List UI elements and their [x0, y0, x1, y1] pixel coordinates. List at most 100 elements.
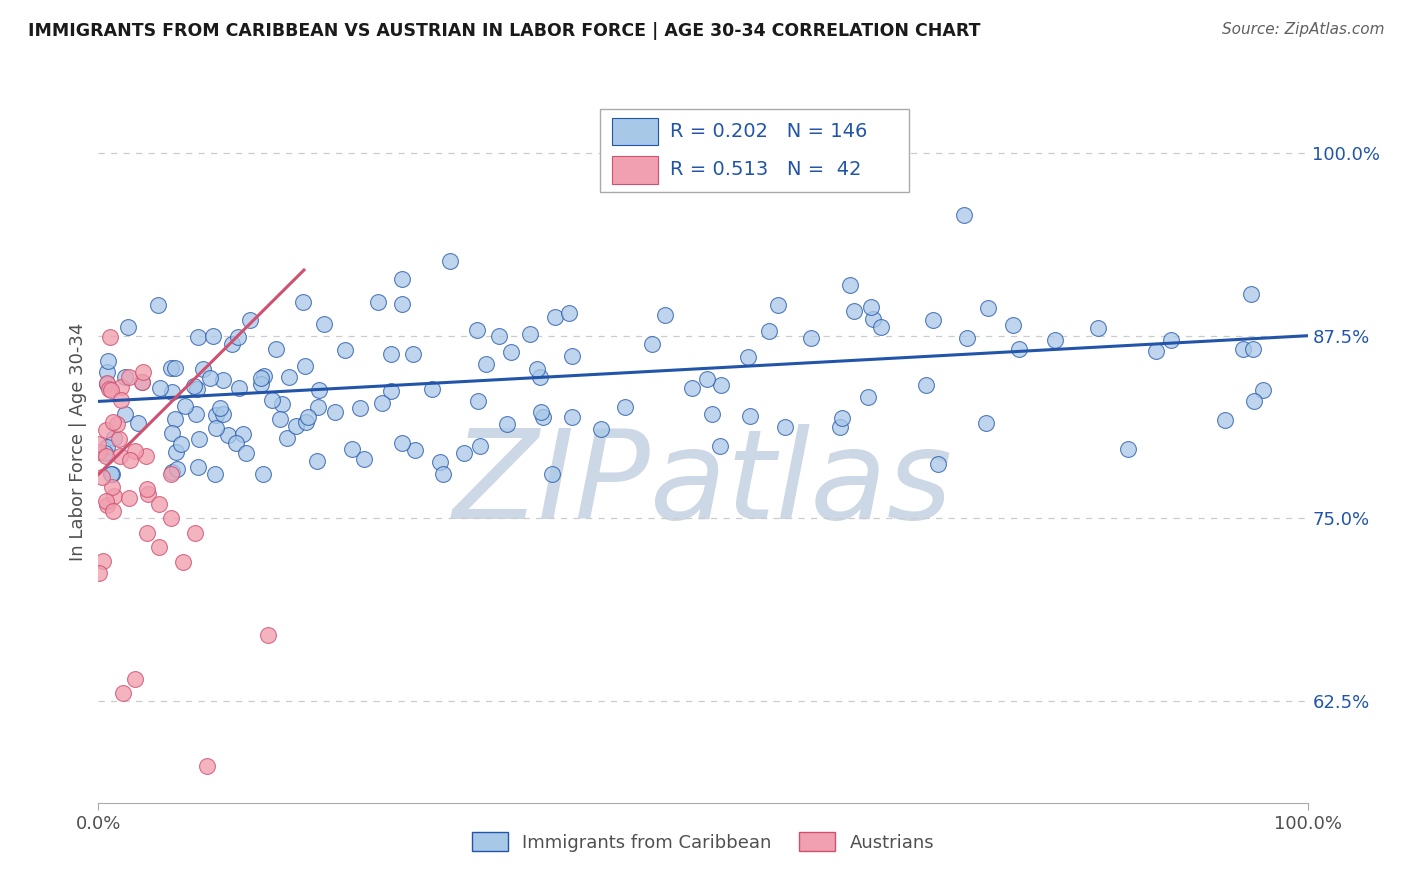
Point: [111, 686, 134, 700]
Point: [264, 343, 287, 357]
Point: [250, 377, 273, 392]
Point: [256, 628, 278, 642]
Point: [228, 381, 250, 395]
Point: [239, 312, 262, 326]
Point: [101, 467, 124, 482]
Point: [205, 408, 228, 422]
Point: [921, 312, 943, 326]
Point: [380, 384, 402, 399]
Point: [148, 497, 170, 511]
Point: [118, 491, 141, 505]
Point: [312, 317, 335, 331]
Point: [204, 467, 226, 482]
Point: [800, 331, 823, 345]
Point: [160, 360, 183, 375]
Point: [591, 422, 613, 436]
Point: [186, 383, 208, 397]
Point: [367, 294, 389, 309]
Point: [120, 452, 142, 467]
Point: [166, 462, 188, 476]
Point: [927, 457, 949, 471]
Point: [654, 309, 676, 323]
Point: [186, 460, 208, 475]
Text: Source: ZipAtlas.com: Source: ZipAtlas.com: [1222, 22, 1385, 37]
Point: [696, 371, 718, 385]
Point: [187, 330, 209, 344]
Point: [349, 401, 371, 416]
Point: [174, 399, 197, 413]
Point: [342, 442, 364, 457]
Point: [162, 425, 184, 440]
Point: [277, 370, 299, 384]
Point: [276, 430, 298, 444]
Point: [148, 541, 170, 555]
Point: [773, 419, 796, 434]
Point: [253, 369, 276, 384]
Point: [96, 365, 118, 379]
Point: [165, 445, 187, 459]
Point: [160, 467, 183, 482]
Point: [439, 254, 461, 268]
Point: [371, 396, 394, 410]
Point: [165, 360, 187, 375]
Point: [1001, 318, 1024, 333]
Point: [98, 329, 121, 343]
Point: [977, 301, 1000, 315]
Bar: [613, 118, 658, 145]
FancyBboxPatch shape: [600, 109, 908, 193]
Point: [117, 320, 139, 334]
Point: [859, 300, 882, 314]
Point: [172, 555, 194, 569]
Point: [702, 407, 724, 421]
Point: [640, 336, 662, 351]
Point: [956, 331, 979, 345]
Point: [305, 453, 328, 467]
Point: [100, 467, 122, 482]
Point: [103, 489, 125, 503]
Point: [1243, 393, 1265, 408]
Point: [87, 436, 110, 450]
Point: [1213, 413, 1236, 427]
Point: [295, 415, 318, 429]
Text: R = 0.513   N =  42: R = 0.513 N = 42: [671, 161, 862, 179]
Point: [558, 306, 581, 320]
Point: [766, 298, 789, 312]
Point: [284, 419, 307, 434]
Point: [96, 494, 118, 508]
Point: [94, 449, 117, 463]
Point: [740, 409, 762, 423]
Point: [501, 345, 523, 359]
Point: [101, 504, 124, 518]
Point: [170, 437, 193, 451]
Point: [420, 382, 443, 396]
Point: [107, 432, 129, 446]
Point: [1144, 344, 1167, 359]
Point: [226, 330, 249, 344]
Point: [391, 272, 413, 286]
Point: [380, 347, 402, 361]
Point: [105, 417, 128, 431]
Point: [136, 486, 159, 500]
Point: [831, 411, 853, 425]
Point: [127, 416, 149, 430]
Point: [131, 375, 153, 389]
Point: [467, 394, 489, 409]
Point: [468, 439, 491, 453]
Point: [353, 452, 375, 467]
Text: R = 0.202   N = 146: R = 0.202 N = 146: [671, 122, 868, 141]
Point: [162, 385, 184, 400]
Point: [974, 416, 997, 430]
Point: [561, 410, 583, 425]
Point: [914, 377, 936, 392]
Point: [475, 357, 498, 371]
Point: [91, 553, 114, 567]
Point: [1045, 333, 1067, 347]
Point: [114, 369, 136, 384]
Point: [135, 482, 157, 496]
Point: [184, 407, 207, 421]
Point: [270, 397, 292, 411]
Point: [862, 312, 884, 326]
Point: [1160, 333, 1182, 347]
Point: [709, 439, 731, 453]
Point: [97, 382, 120, 396]
